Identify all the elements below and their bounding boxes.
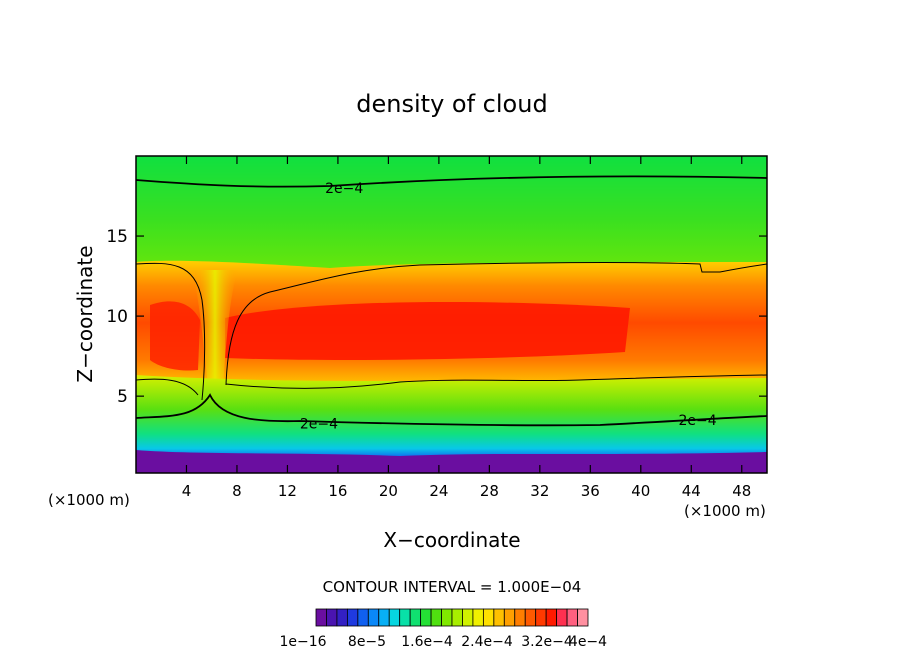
x-tick-label: 8 [232, 482, 242, 500]
colorbar-swatch [315, 608, 327, 627]
contour-label: 2e−4 [679, 413, 717, 429]
chart-title: density of cloud [356, 90, 547, 118]
colorbar-swatch [535, 608, 547, 627]
updraft-column [192, 270, 238, 405]
colorbar-swatch [357, 608, 369, 627]
x-unit-right: (×1000 m) [684, 502, 766, 520]
y-axis-ticks: 5 10 15 [106, 227, 767, 407]
contour-interval: CONTOUR INTERVAL = 1.000E−04 [323, 578, 582, 596]
colorbar-swatch [367, 608, 380, 627]
colorbar-swatch [503, 608, 516, 627]
core-region-left [150, 301, 200, 371]
bottom-band [136, 450, 767, 473]
colorbar-label: 2.4e−4 [461, 634, 513, 650]
contour-labels: 2e−4 2e−4 2e−4 [300, 181, 717, 432]
colorbar-swatch [566, 608, 578, 627]
colorbar-swatch [409, 608, 422, 627]
x-tick-label: 40 [631, 482, 650, 500]
x-axis-ticks: 4 8 12 16 20 24 28 32 36 40 44 48 [182, 156, 751, 500]
contour-line-low [136, 393, 767, 427]
contour-label: 2e−4 [300, 416, 338, 432]
colorbar-swatch [556, 608, 568, 627]
x-tick-label: 20 [379, 482, 398, 500]
x-axis-label: X−coordinate [383, 528, 520, 552]
colorbar-swatch [514, 608, 526, 627]
colorbar-swatch [545, 608, 558, 627]
y-tick-label: 15 [106, 227, 128, 247]
colorbar-swatch [326, 608, 338, 627]
contour-label: 2e−4 [325, 181, 363, 197]
x-tick-label: 24 [429, 482, 448, 500]
colorbar-swatch [378, 608, 390, 627]
x-tick-label: 16 [328, 482, 347, 500]
colorbar-swatch [388, 608, 401, 627]
colorbar-swatch [524, 608, 537, 627]
colorbar-label: 8e−5 [348, 634, 386, 650]
colorbar-swatch [420, 608, 432, 627]
core-region-main [225, 302, 630, 360]
colorbar-swatch [472, 608, 484, 627]
x-unit-left: (×1000 m) [48, 491, 130, 509]
colorbar-swatch [577, 608, 589, 627]
colorbar-swatch [441, 608, 453, 627]
x-tick-label: 48 [732, 482, 751, 500]
y-tick-label: 10 [106, 307, 128, 327]
x-tick-label: 28 [480, 482, 499, 500]
x-tick-label: 4 [182, 482, 192, 500]
colorbar-swatch [346, 608, 359, 627]
colorbar-swatch [493, 608, 505, 627]
colorbar-swatch [336, 608, 348, 627]
colorbar-label: 4e−4 [569, 634, 607, 650]
y-tick-label: 5 [117, 387, 128, 407]
colorbar-label: 3.2e−4 [521, 634, 573, 650]
plot-field [136, 156, 767, 473]
contour-line-mid [136, 374, 767, 396]
colorbar-label: 1.6e−4 [401, 634, 453, 650]
x-tick-label: 32 [530, 482, 549, 500]
x-tick-label: 12 [278, 482, 297, 500]
contour-line-top [136, 175, 767, 188]
x-tick-label: 36 [581, 482, 600, 500]
y-axis-label: Z−coordinate [73, 245, 97, 382]
plot-frame [135, 155, 768, 474]
contour-line-upper [136, 262, 767, 401]
colorbar-swatch [482, 608, 495, 627]
colorbar-swatch [430, 608, 442, 627]
colorbar-swatch [399, 608, 411, 627]
colorbar-label: 1e−16 [279, 634, 326, 650]
colorbar-swatch [462, 608, 474, 627]
colorbar-labels: 1e−16 8e−5 1.6e−4 2.4e−4 3.2e−44e−4 [279, 634, 607, 650]
x-tick-label: 44 [682, 482, 701, 500]
colorbar-swatch [451, 608, 463, 627]
colorbar [315, 608, 589, 627]
